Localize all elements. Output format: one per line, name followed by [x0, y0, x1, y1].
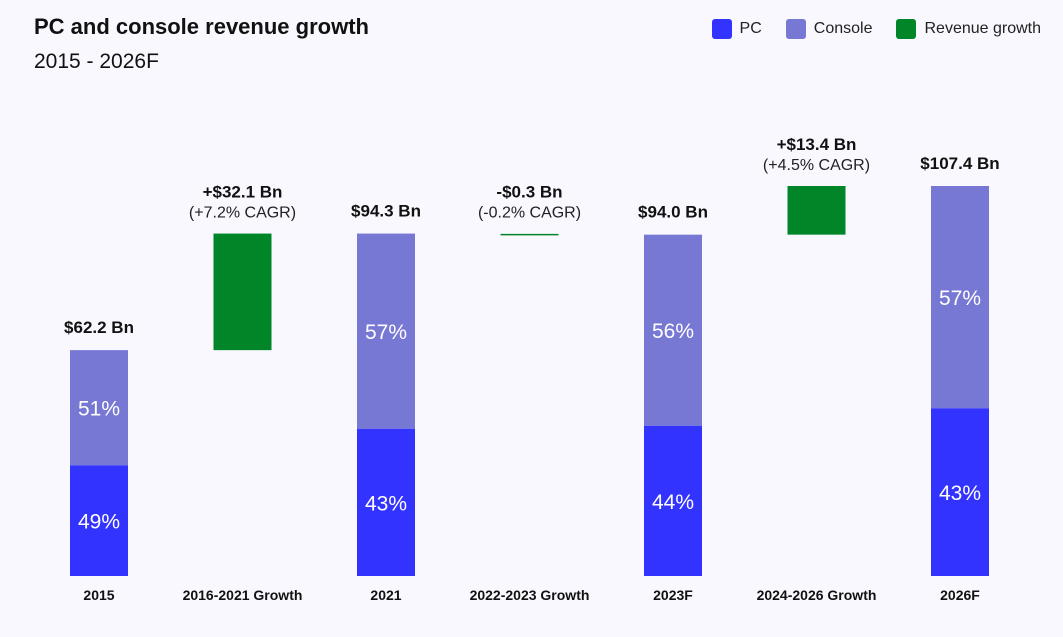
- x-tick-label-2021: 2021: [370, 587, 401, 603]
- x-tick-label-2023f: 2023F: [653, 587, 693, 603]
- data-label-pc-2026f: 43%: [939, 482, 981, 505]
- legend-item-revenue-growth: Revenue growth: [896, 19, 1041, 39]
- bar-growth-2024-2026-growth: [787, 186, 846, 235]
- data-label-console-2021: 57%: [365, 321, 407, 344]
- bar-pc-2021: [357, 428, 415, 576]
- legend-item-console: Console: [785, 19, 873, 39]
- bar-console-2026f: [931, 186, 989, 409]
- bar-pc-2015: [70, 465, 128, 576]
- data-label-growth-2024-2026-growth: +$13.4 Bn: [777, 135, 857, 154]
- data-label-cagr-2016-2021-growth: (+7.2% CAGR): [189, 205, 296, 222]
- bar-growth-2016-2021-growth: [213, 233, 272, 351]
- legend-label-pc: PC: [739, 20, 762, 37]
- chart-title: PC and console revenue growth: [34, 14, 369, 39]
- bar-console-2023f: [644, 234, 702, 426]
- data-label-console-2015: 51%: [78, 398, 120, 421]
- data-label-console-2023f: 56%: [652, 320, 694, 343]
- legend-swatch-revenue-growth: [896, 19, 917, 39]
- x-tick-label-2016-2021-growth: 2016-2021 Growth: [183, 587, 303, 603]
- x-tick-label-2026f: 2026F: [940, 587, 980, 603]
- bar-console-2015: [70, 350, 128, 466]
- chart-subtitle: 2015 - 2026F: [34, 50, 159, 73]
- data-label-growth-2022-2023-growth: -$0.3 Bn: [496, 183, 562, 202]
- bar-pc-2026f: [931, 408, 989, 576]
- bar-console-2021: [357, 233, 415, 429]
- data-label-total-2021: $94.3 Bn: [351, 202, 421, 221]
- chart-legend: PC Console Revenue growth: [711, 19, 1041, 39]
- data-label-cagr-2024-2026-growth: (+4.5% CAGR): [763, 157, 870, 174]
- legend-label-revenue-growth: Revenue growth: [924, 20, 1041, 37]
- legend-label-console: Console: [813, 20, 873, 37]
- x-tick-label-2015: 2015: [83, 587, 114, 603]
- x-tick-label-2024-2026-growth: 2024-2026 Growth: [757, 587, 877, 603]
- data-label-pc-2015: 49%: [78, 511, 120, 534]
- data-label-pc-2021: 43%: [365, 492, 407, 515]
- legend-swatch-pc: [711, 19, 732, 39]
- data-label-console-2026f: 57%: [939, 287, 981, 310]
- data-label-growth-2016-2021-growth: +$32.1 Bn: [203, 183, 283, 202]
- data-label-cagr-2022-2023-growth: (-0.2% CAGR): [478, 205, 581, 222]
- legend-swatch-console: [785, 19, 806, 39]
- x-tick-label-2022-2023-growth: 2022-2023 Growth: [470, 587, 590, 603]
- legend-item-pc: PC: [711, 19, 762, 39]
- data-label-total-2023f: $94.0 Bn: [638, 203, 708, 222]
- data-label-total-2015: $62.2 Bn: [64, 318, 134, 337]
- data-label-total-2026f: $107.4 Bn: [920, 154, 999, 173]
- bar-pc-2023f: [644, 425, 702, 576]
- data-label-pc-2023f: 44%: [652, 491, 694, 514]
